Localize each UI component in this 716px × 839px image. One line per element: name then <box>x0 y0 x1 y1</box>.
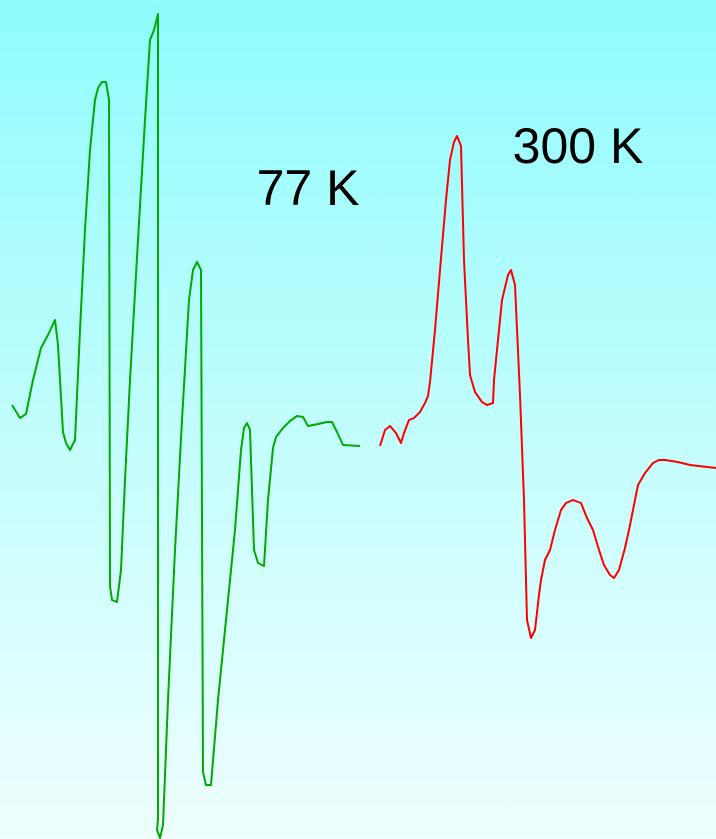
series-label: 77 K <box>257 160 360 216</box>
series-label: 300 K <box>513 118 644 174</box>
spectrum-line <box>379 135 716 639</box>
spectrum-line <box>11 13 361 839</box>
